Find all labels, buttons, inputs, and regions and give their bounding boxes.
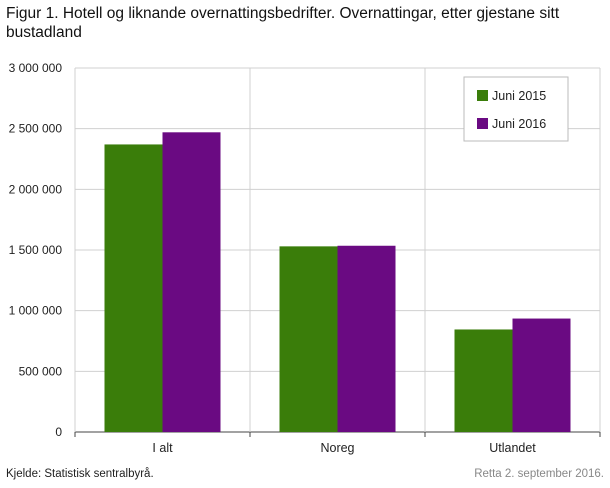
legend-swatch bbox=[477, 118, 488, 129]
bar-i-alt-2015 bbox=[104, 144, 163, 432]
legend-label: Juni 2016 bbox=[492, 117, 546, 131]
bar-noreg-2015 bbox=[279, 246, 338, 432]
x-category-label: I alt bbox=[152, 441, 173, 455]
update-note: Retta 2. september 2016. bbox=[474, 468, 604, 480]
y-tick-label: 3 000 000 bbox=[9, 61, 63, 75]
y-axis-ticks: 0 500 000 1 000 000 1 500 000 2 000 000 2 500… bbox=[9, 61, 63, 439]
legend-swatch bbox=[477, 90, 488, 101]
y-tick-label: 2 000 000 bbox=[9, 182, 63, 196]
y-tick-label: 1 000 000 bbox=[9, 304, 63, 318]
bars bbox=[104, 132, 571, 432]
source-note: Kjelde: Statistisk sentralbyrå. bbox=[6, 468, 154, 480]
legend: Juni 2015 Juni 2016 bbox=[463, 76, 569, 142]
y-tick-label: 0 bbox=[55, 425, 62, 439]
legend-box bbox=[463, 76, 569, 142]
legend-label: Juni 2015 bbox=[492, 89, 546, 103]
x-category-label: Utlandet bbox=[489, 441, 536, 455]
bar-utlandet-2015 bbox=[454, 329, 513, 432]
y-tick-label: 500 000 bbox=[19, 364, 63, 378]
bar-i-alt-2016 bbox=[162, 132, 221, 432]
bar-utlandet-2016 bbox=[512, 318, 571, 432]
chart-title: Figur 1. Hotell og liknande overnattings… bbox=[6, 5, 560, 41]
x-axis-categories: I alt Noreg Utlandet bbox=[152, 441, 536, 455]
bar-noreg-2016 bbox=[337, 245, 396, 432]
y-tick-label: 2 500 000 bbox=[9, 122, 63, 136]
y-tick-label: 1 500 000 bbox=[9, 243, 63, 257]
x-category-label: Noreg bbox=[320, 441, 354, 455]
